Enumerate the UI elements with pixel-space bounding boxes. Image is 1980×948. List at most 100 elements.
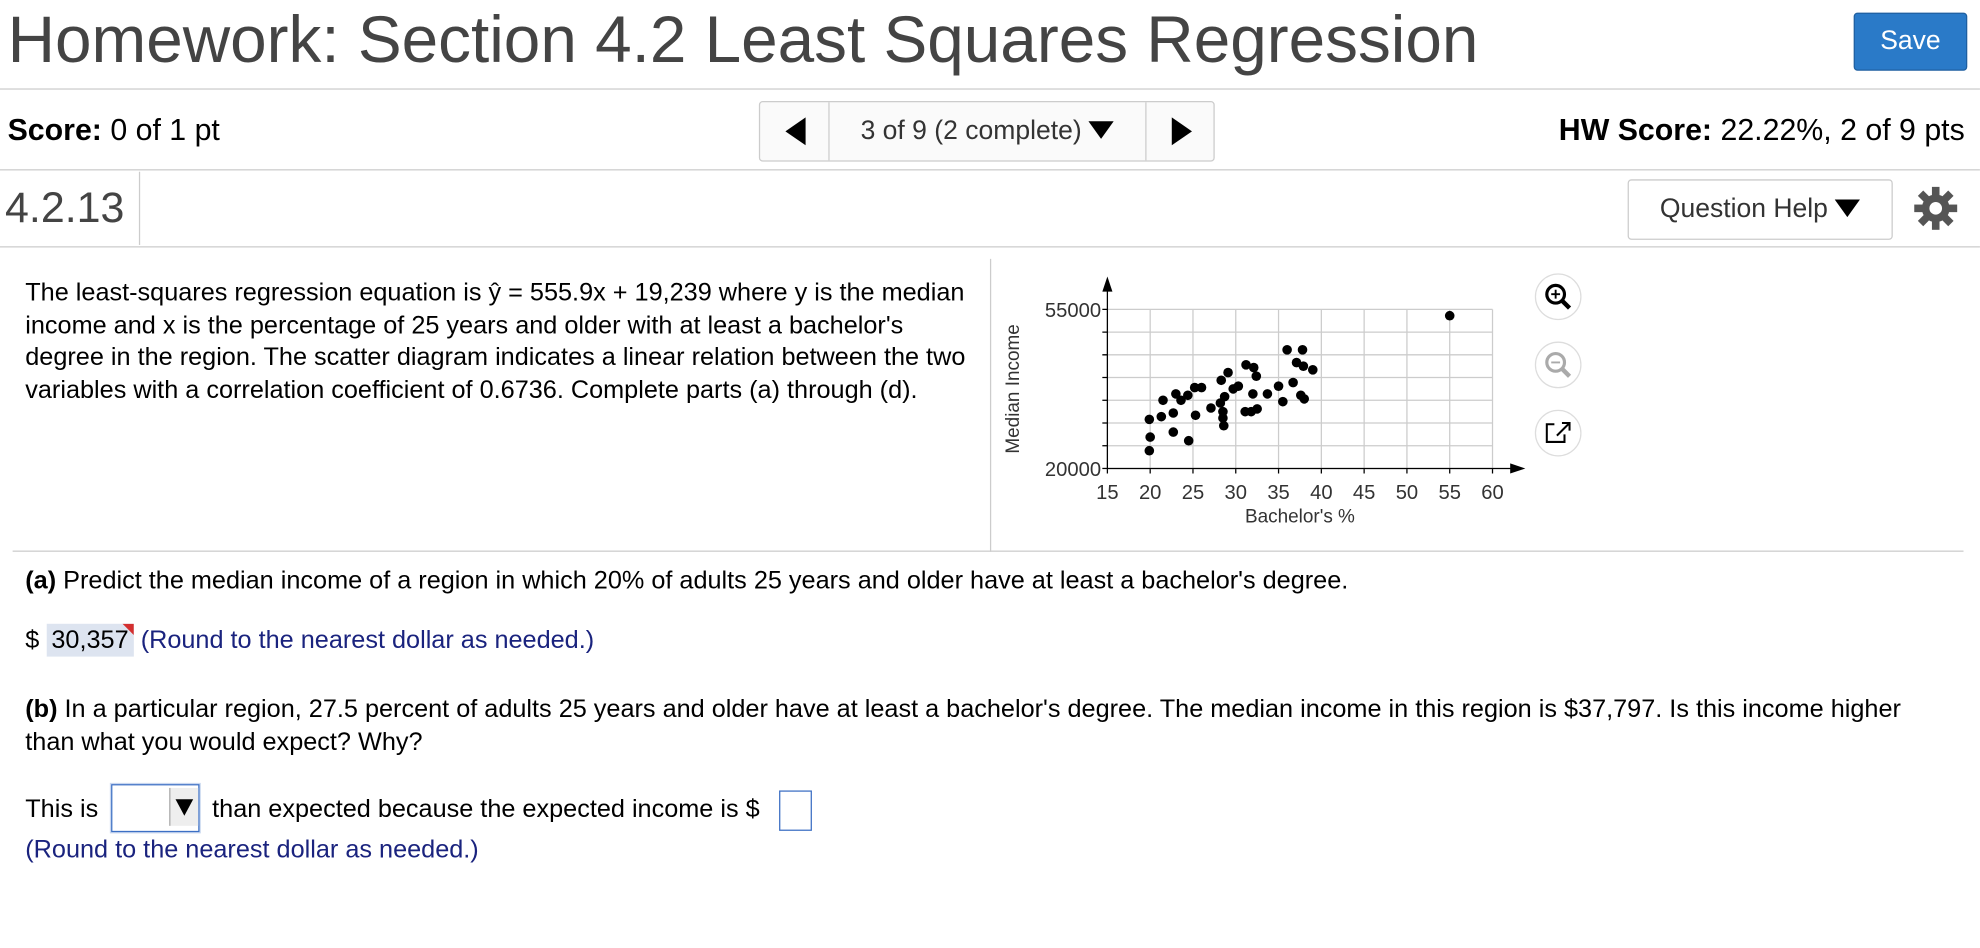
y-tick-label: 55000 bbox=[1045, 300, 1101, 322]
next-icon bbox=[1171, 117, 1192, 146]
question-help: Question Help bbox=[1659, 194, 1828, 224]
dropdown-button bbox=[169, 787, 199, 826]
part-a-answer-row: $ 30,357 (Round to the nearest dollar as… bbox=[25, 623, 595, 657]
data-point bbox=[1298, 361, 1309, 371]
data-point bbox=[1282, 345, 1292, 355]
divider bbox=[138, 171, 141, 245]
data-point bbox=[1196, 382, 1207, 393]
expected-income-input[interactable] bbox=[779, 790, 812, 831]
hint: (Round to the nearest dollar as needed.) bbox=[140, 626, 595, 655]
dropdown-arrow bbox=[1089, 121, 1115, 139]
data-point bbox=[1297, 345, 1308, 355]
question-select[interactable]: 3 of 9 (2 complete) bbox=[830, 102, 1146, 160]
currency: $ bbox=[25, 626, 40, 655]
y-axis-label: Median Income bbox=[1003, 324, 1024, 453]
incorrect-flag bbox=[122, 623, 134, 636]
hw-score-value: 22.22%, 2 of 9 pts bbox=[1720, 113, 1965, 148]
page-title: Homework: Section 4.2 Least Squares Regr… bbox=[7, 3, 1479, 78]
data-point bbox=[1183, 390, 1193, 401]
data-point bbox=[1158, 395, 1168, 406]
x-tick-label: 25 bbox=[1182, 482, 1204, 504]
data-point bbox=[1144, 414, 1155, 425]
data-point bbox=[1219, 391, 1230, 402]
data-point bbox=[1288, 377, 1298, 388]
score-label: Score: bbox=[7, 113, 102, 148]
answer-field[interactable]: 30,357 bbox=[46, 623, 134, 657]
data-point bbox=[1218, 420, 1229, 431]
x-tick-label: 40 bbox=[1310, 482, 1332, 504]
part-a-question: (a) Predict the median income of a regio… bbox=[25, 567, 1348, 596]
data-point bbox=[1144, 445, 1155, 456]
part-b-answer-row: This is bbox=[25, 793, 98, 826]
data-point bbox=[1273, 381, 1284, 391]
part-label: (a) bbox=[25, 566, 57, 595]
data-point bbox=[1171, 389, 1181, 399]
data-point bbox=[1156, 411, 1167, 422]
data-point bbox=[1190, 410, 1201, 421]
comparison-dropdown[interactable] bbox=[111, 784, 200, 833]
y-axis-arrow bbox=[1102, 276, 1113, 292]
part-text: Predict the median income of a region in… bbox=[63, 566, 1349, 595]
save-button[interactable]: Save bbox=[1853, 12, 1968, 71]
hint: (Round to the nearest dollar as needed.) bbox=[25, 835, 479, 864]
x-tick-label: 50 bbox=[1396, 482, 1418, 504]
part-label: (b) bbox=[25, 695, 58, 724]
x-tick-label: 35 bbox=[1267, 482, 1289, 504]
question-nav: 3 of 9 (2 complete) bbox=[758, 101, 1215, 162]
scatter-chart: 15 20 25 30 35 40 45 50 55 60 20000 55000 Bachelor's… bbox=[1003, 276, 1526, 528]
question-intro: The least-squares regression equation is… bbox=[25, 278, 969, 407]
regression-equation: ŷ = 555.9x + 19,239 bbox=[488, 279, 712, 307]
x-tick-label: 45 bbox=[1353, 482, 1375, 504]
data-point bbox=[1189, 382, 1200, 393]
data-point bbox=[1262, 389, 1273, 399]
x-tick-label: 55 bbox=[1438, 482, 1460, 504]
x-axis-arrow bbox=[1510, 463, 1526, 474]
data-point bbox=[1168, 408, 1179, 418]
data-point bbox=[1241, 360, 1251, 370]
next-button[interactable] bbox=[1145, 102, 1214, 161]
question-number: 4.2.13 bbox=[5, 184, 125, 233]
divider bbox=[989, 258, 992, 552]
prev-button[interactable] bbox=[760, 102, 830, 161]
data-point bbox=[1183, 435, 1194, 446]
settings-icon[interactable] bbox=[1911, 184, 1960, 233]
hw-score-label: HW Score: bbox=[1558, 113, 1713, 148]
score-value: 0 of 1 pt bbox=[110, 113, 220, 148]
popout-icon[interactable] bbox=[1534, 409, 1582, 457]
x-tick-label: 60 bbox=[1481, 482, 1503, 504]
question-help-button[interactable]: Question Help bbox=[1627, 179, 1893, 240]
intro-text: The least-squares regression equation is bbox=[25, 279, 489, 307]
data-point bbox=[1248, 389, 1258, 399]
data-point bbox=[1252, 404, 1262, 414]
y-tick-label: 20000 bbox=[1045, 459, 1101, 481]
part-text: In a particular region, 27.5 percent of … bbox=[25, 695, 1901, 756]
data-point bbox=[1206, 403, 1216, 413]
intro-text: where y is the median income and x is th… bbox=[25, 279, 966, 404]
data-point bbox=[1248, 362, 1259, 373]
score: Score: 0 of 1 pt bbox=[8, 114, 220, 149]
divider bbox=[0, 246, 1980, 248]
data-point bbox=[1444, 310, 1455, 321]
divider bbox=[12, 550, 1964, 552]
dropdown-arrow bbox=[175, 799, 194, 816]
sentence-text: than expected because the expected incom… bbox=[212, 795, 760, 824]
chart-tools bbox=[1534, 273, 1582, 457]
nav-position: 3 of 9 (2 complete) bbox=[860, 116, 1082, 146]
dropdown-arrow bbox=[1835, 199, 1861, 218]
hw-score: HW Score: 22.22%, 2 of 9 pts bbox=[1559, 114, 1965, 149]
data-point bbox=[1176, 395, 1186, 406]
data-point bbox=[1299, 394, 1310, 404]
zoom-in-icon[interactable] bbox=[1534, 273, 1582, 321]
x-tick-label: 30 bbox=[1225, 482, 1247, 504]
prev-icon bbox=[785, 117, 806, 146]
data-point bbox=[1278, 396, 1288, 407]
divider bbox=[0, 88, 1980, 90]
divider bbox=[0, 169, 1980, 171]
x-tick-label: 20 bbox=[1139, 482, 1161, 504]
data-point bbox=[1168, 427, 1179, 437]
data-point bbox=[1307, 365, 1318, 375]
data-point bbox=[1223, 367, 1233, 378]
data-point bbox=[1233, 381, 1244, 391]
zoom-out-icon[interactable] bbox=[1534, 341, 1582, 389]
